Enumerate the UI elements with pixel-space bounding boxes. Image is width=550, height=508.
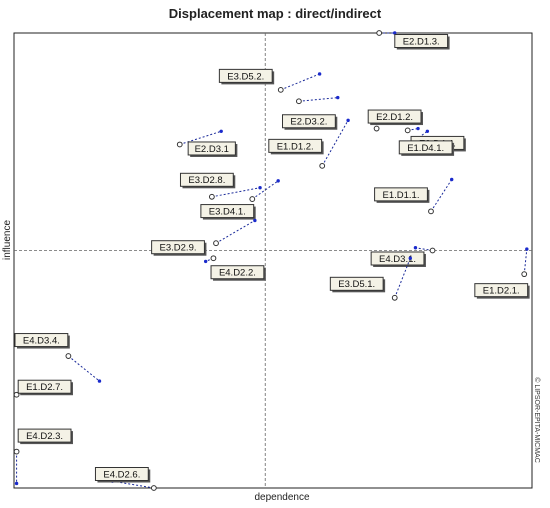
chart-marks: E2.D1.3. E3.D5.2. E2.D3.2. E2.D3.1 E1.D1.2. E… — [13, 30, 530, 491]
indirect-point-marker — [317, 72, 322, 76]
indirect-point-marker — [393, 31, 397, 35]
displacement-line — [112, 480, 154, 489]
direct-point-marker — [176, 141, 183, 148]
x-axis-title: dependence — [254, 492, 309, 503]
point-label-box — [367, 109, 422, 124]
displacement-line — [68, 355, 100, 382]
displacement-line — [215, 220, 256, 244]
point-label-box — [370, 251, 425, 266]
indirect-point-marker — [97, 379, 102, 383]
displacement-line — [298, 97, 338, 102]
point-label: E3.D2.9. — [160, 243, 197, 254]
indirect-point-marker — [276, 179, 280, 183]
direct-point-marker — [521, 271, 528, 278]
indirect-point-marker — [258, 186, 262, 190]
point-label: E1.D1.2. — [277, 141, 314, 152]
point-label: E1.D2.7. — [26, 382, 63, 393]
direct-point-marker — [249, 196, 256, 202]
point-label-box — [200, 204, 255, 219]
point-label: E2.D1.2. — [376, 112, 413, 123]
direct-point-marker — [319, 162, 326, 169]
point-label-box — [282, 114, 336, 129]
indirect-point-marker — [14, 481, 19, 486]
displacement-line — [280, 73, 320, 91]
displacement-line — [523, 249, 528, 275]
indirect-point-marker — [203, 259, 208, 264]
point-label-box — [474, 283, 529, 298]
point-label-box — [398, 140, 453, 155]
displacement-line — [394, 258, 411, 298]
point-label-box — [179, 172, 234, 187]
point-label-box — [268, 138, 323, 153]
copyright-text: © LIPSOR-EPITA-MICMAC — [533, 377, 541, 463]
direct-point-marker — [428, 208, 434, 215]
point-label-box — [374, 187, 428, 202]
direct-point-marker — [373, 125, 380, 132]
direct-point-marker — [404, 127, 411, 134]
indirect-point-marker — [450, 177, 454, 182]
point-label-box — [17, 428, 72, 443]
indirect-point-marker — [346, 118, 350, 123]
displacement-line — [321, 120, 349, 167]
indirect-point-marker — [413, 246, 418, 250]
point-label: E4.D3.4. — [23, 335, 60, 346]
direct-point-marker — [65, 353, 72, 359]
point-label: E4.D2.2. — [219, 268, 256, 279]
direct-point-marker — [210, 255, 217, 262]
indirect-point-marker — [425, 129, 430, 133]
direct-point-marker — [208, 193, 215, 200]
direct-point-marker — [213, 240, 219, 247]
direct-point-marker — [391, 294, 398, 301]
direct-point-marker — [277, 86, 284, 93]
point-label-box — [151, 240, 205, 255]
chart-title: Displacement map : direct/indirect — [168, 6, 382, 21]
y-axis-title: influence — [2, 220, 13, 260]
displacement-line — [415, 130, 428, 141]
displacement-line — [415, 247, 433, 251]
point-label: E4.D2.3. — [26, 431, 63, 442]
point-label: E4.D3.1. — [379, 254, 416, 265]
indirect-point-marker — [336, 95, 340, 100]
point-label-box — [210, 265, 265, 280]
point-label: E3.D5.2. — [227, 71, 264, 82]
displacement-line — [251, 180, 279, 200]
displacement-line — [179, 130, 222, 145]
point-label-box — [94, 467, 149, 481]
point-label: E2.D1.3. — [403, 36, 440, 47]
point-label-box — [14, 333, 69, 348]
indirect-point-marker — [219, 129, 223, 133]
point-label-box — [329, 276, 384, 291]
point-label: E4.D2.6. — [103, 469, 140, 480]
indirect-point-marker — [408, 256, 412, 260]
plot-frame — [13, 32, 533, 489]
point-label: E3.D5.1. — [338, 279, 375, 290]
indirect-point-marker — [416, 126, 420, 131]
direct-point-marker — [296, 98, 302, 105]
indirect-point-marker — [253, 218, 257, 223]
indirect-point-marker — [525, 247, 529, 251]
point-label: E1.D4.1. — [407, 143, 444, 154]
point-label: E3.D4.1. — [209, 206, 246, 217]
displacement-line — [430, 179, 453, 212]
point-label: E3.D2.8. — [188, 175, 225, 186]
displacement-line — [211, 187, 261, 198]
point-label: E1.D2.1. — [483, 286, 520, 297]
direct-point-marker — [429, 247, 436, 254]
point-label-box — [17, 379, 72, 394]
point-label-box — [218, 68, 273, 83]
point-label-box — [187, 141, 236, 156]
point-label: E2.D3.1 — [195, 144, 229, 155]
direct-point-marker — [13, 448, 20, 455]
direct-point-marker — [150, 485, 157, 491]
point-label: E1.D1.1. — [383, 190, 420, 201]
point-label: E2.D3.2. — [290, 117, 327, 128]
direct-point-marker — [376, 30, 383, 36]
point-label-box — [394, 34, 449, 48]
